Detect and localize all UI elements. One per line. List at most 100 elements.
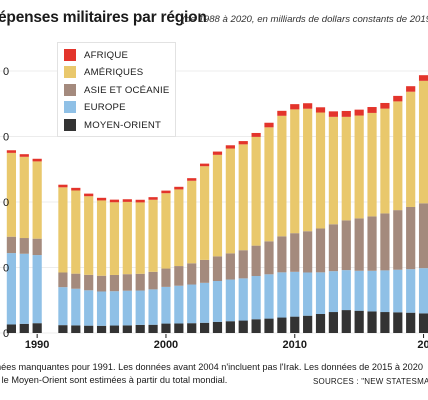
bar-2009-0 (277, 317, 287, 333)
bar-2000-4 (161, 190, 171, 194)
bar-1992-0 (58, 325, 68, 333)
bar-2012-4 (315, 107, 326, 113)
bar-2004-3 (212, 154, 223, 257)
bar-2019-2 (406, 206, 416, 270)
bar-1988-1 (6, 253, 16, 325)
bar-2007-0 (251, 319, 261, 333)
legend-label-europe: EUROPE (84, 101, 126, 113)
bar-2016-3 (367, 112, 377, 217)
bar-2018-1 (393, 269, 403, 313)
bar-2010-3 (290, 109, 300, 234)
bar-2001-1 (174, 285, 184, 324)
bar-2007-1 (251, 276, 261, 320)
bar-1995-2 (96, 275, 107, 292)
bar-2000-0 (161, 323, 171, 333)
bar-1997-3 (122, 201, 132, 275)
bar-2017-2 (380, 213, 390, 271)
bar-1999-4 (148, 197, 158, 200)
bar-1989-3 (19, 156, 29, 239)
bar-2013-1 (328, 271, 338, 313)
bar-2018-0 (393, 312, 403, 333)
legend-label-ameriques: AMÉRIQUES (84, 66, 144, 78)
chart-title: épenses militaires par région (0, 9, 207, 26)
bar-2009-4 (277, 110, 287, 116)
bar-1994-4 (84, 193, 94, 197)
bar-1999-2 (148, 271, 158, 290)
bar-2002-3 (187, 180, 197, 264)
bar-2005-4 (225, 145, 235, 149)
x-tick-label-2: 2010 (283, 339, 307, 351)
legend-swatch-ameriques (64, 66, 76, 78)
bar-2019-4 (406, 86, 416, 92)
bar-2012-3 (315, 112, 326, 229)
bar-2020-4 (418, 75, 428, 81)
legend-item-moyen-orient: MOYEN-ORIENT (64, 118, 161, 132)
bar-2007-2 (251, 245, 261, 277)
y-tick-label-4: 0 (3, 66, 9, 78)
bar-2018-4 (393, 95, 403, 102)
bar-1993-4 (71, 187, 81, 191)
bar-2001-4 (174, 186, 184, 190)
bar-2014-4 (341, 110, 351, 117)
bar-2015-1 (354, 270, 364, 311)
bar-2003-3 (200, 166, 210, 260)
bar-2012-1 (315, 272, 326, 315)
bar-2017-0 (380, 312, 390, 333)
bar-2014-2 (341, 220, 351, 271)
bar-1998-3 (135, 202, 145, 274)
bar-2004-2 (212, 256, 223, 281)
legend-swatch-afrique (64, 49, 76, 61)
bar-2003-1 (200, 282, 210, 323)
bar-2004-4 (212, 151, 223, 155)
bar-2020-2 (418, 203, 428, 269)
footnote: nées manquantes pour 1991. Les données a… (0, 361, 423, 387)
y-tick-label-2: 0 (3, 197, 9, 209)
bar-1998-4 (135, 199, 145, 203)
bar-1994-3 (84, 196, 94, 275)
x-tick-label-1: 2000 (154, 339, 178, 351)
bar-1990-0 (32, 323, 42, 333)
bar-2006-4 (238, 141, 248, 145)
legend: AFRIQUE AMÉRIQUES ASIE ET OCÉANIE EUROPE… (57, 42, 176, 137)
bar-1992-2 (58, 272, 68, 288)
bar-1989-1 (19, 253, 29, 324)
bar-2006-3 (238, 144, 248, 251)
legend-swatch-asie-oceanie (64, 84, 76, 96)
bar-1994-2 (84, 274, 94, 291)
bar-2012-0 (315, 314, 326, 333)
bar-2016-4 (367, 107, 377, 113)
bar-2009-2 (277, 236, 287, 273)
x-tick-label-3: 20 (417, 339, 428, 351)
bar-2019-3 (406, 91, 416, 207)
bar-2015-2 (354, 218, 364, 271)
bars (6, 75, 428, 333)
bar-1992-1 (58, 287, 68, 326)
legend-item-afrique: AFRIQUE (64, 48, 128, 62)
legend-label-afrique: AFRIQUE (84, 49, 129, 61)
bar-2013-0 (328, 312, 338, 333)
bar-2014-3 (341, 116, 351, 221)
bar-1996-0 (109, 325, 120, 333)
bar-2020-3 (418, 80, 428, 204)
bar-1996-3 (109, 202, 120, 275)
bar-2008-0 (264, 318, 274, 333)
bar-1990-2 (32, 238, 42, 256)
bar-1988-3 (6, 152, 16, 237)
footnote-line-2: r le Moyen-Orient sont estimées à partir… (0, 375, 228, 385)
bar-2010-4 (290, 104, 300, 110)
bar-2018-2 (393, 210, 403, 270)
bar-2011-3 (303, 108, 313, 232)
x-tick-label-0: 1990 (25, 339, 49, 351)
bar-2017-3 (380, 108, 390, 214)
bar-1995-1 (96, 291, 107, 326)
bar-2000-3 (161, 193, 171, 269)
chart-subtitle: (de 1988 à 2020, en milliards de dollars… (182, 14, 428, 25)
bar-2006-1 (238, 278, 248, 321)
sources: SOURCES : "NEW STATESMAN", (313, 377, 428, 386)
bar-2015-0 (354, 310, 364, 333)
bar-2002-0 (187, 323, 197, 333)
bar-2011-2 (303, 231, 313, 273)
bar-2016-2 (367, 216, 377, 271)
bar-1995-3 (96, 200, 107, 276)
bar-1988-2 (6, 236, 16, 254)
